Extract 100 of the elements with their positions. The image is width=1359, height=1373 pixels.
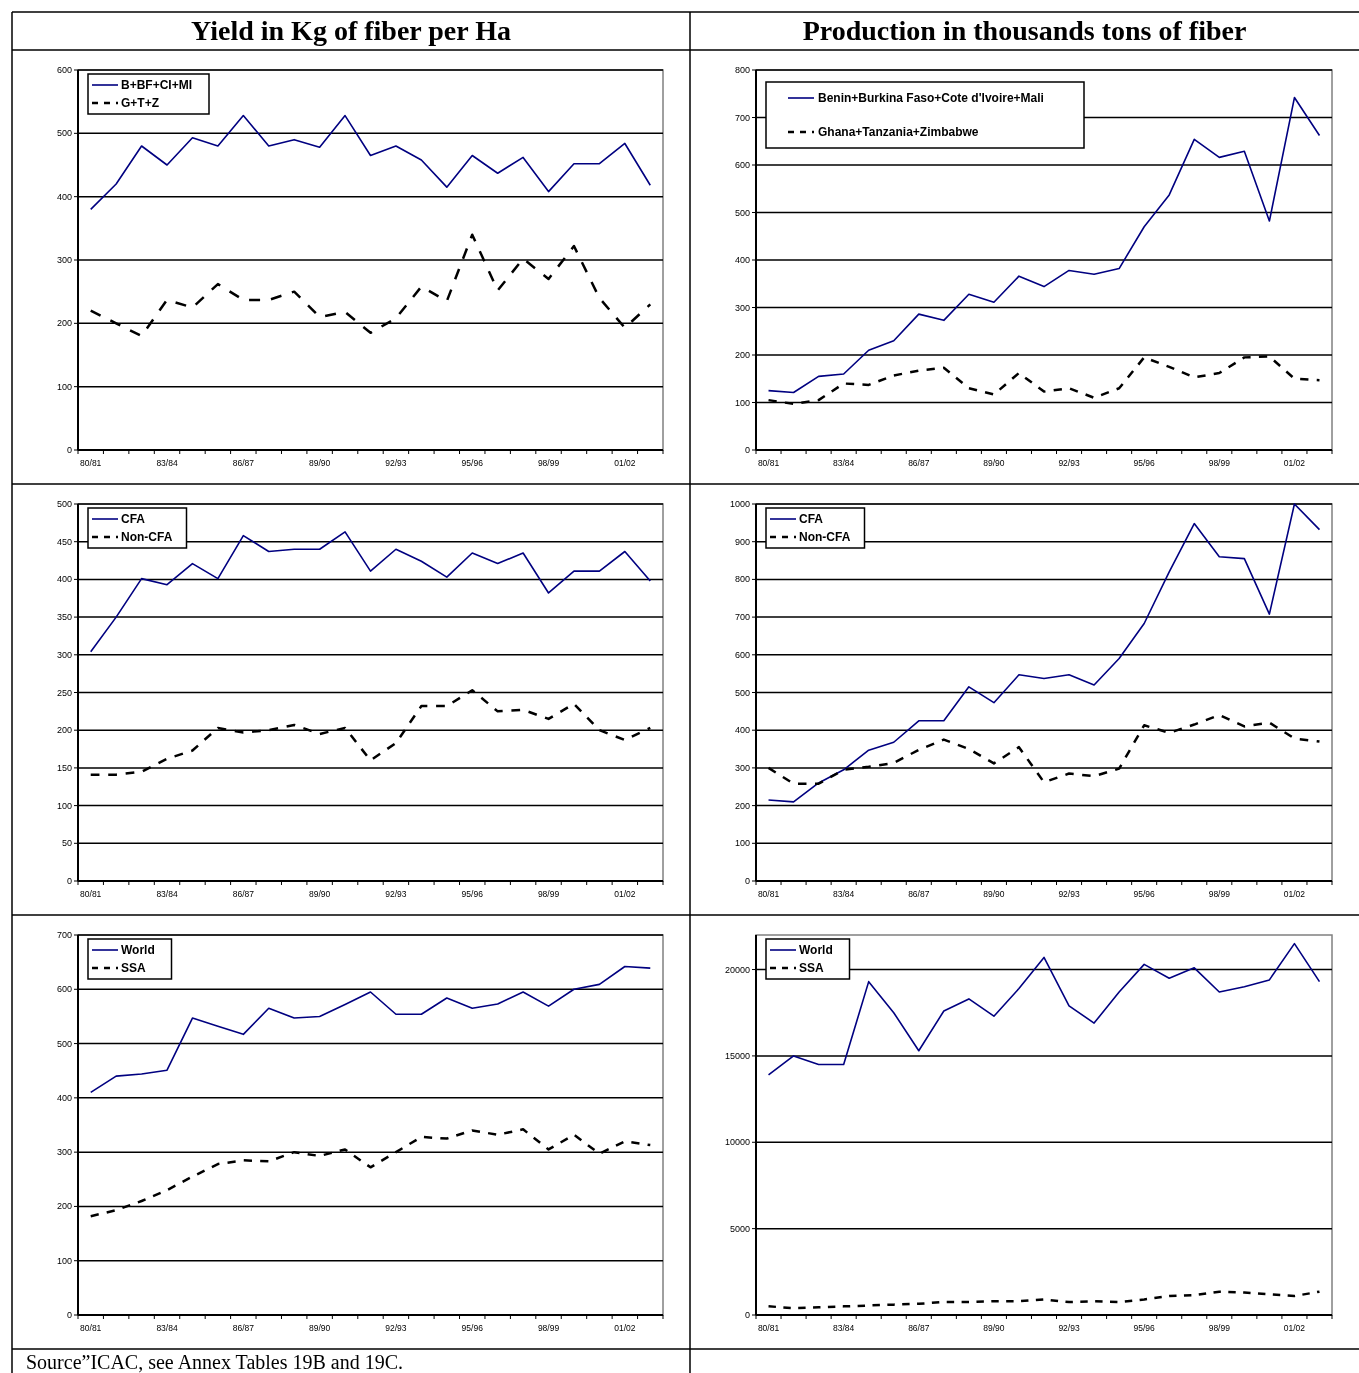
x-tick-label: 86/87	[908, 1323, 930, 1333]
legend-label: World	[121, 943, 155, 957]
y-tick-label: 400	[56, 574, 72, 585]
x-tick-label: 89/90	[983, 889, 1005, 899]
legend-label: CFA	[799, 512, 824, 526]
x-tick-label: 95/96	[461, 889, 484, 899]
y-tick-label: 150	[56, 762, 72, 773]
x-tick-label: 86/87	[908, 889, 930, 899]
chart-title: Yield in Kg of fiber per Ha	[191, 15, 511, 46]
line-series	[767, 942, 1321, 1076]
x-tick-label: 98/99	[1208, 889, 1231, 899]
y-tick-label: 10000	[724, 1137, 750, 1148]
legend-label: Non-CFA	[121, 530, 173, 544]
x-tick-label: 01/02	[1283, 889, 1306, 899]
x-tick-label: 92/93	[1058, 1323, 1080, 1333]
x-tick-label: 98/99	[537, 889, 560, 899]
x-tick-label: 86/87	[232, 889, 255, 899]
y-tick-label: 400	[734, 725, 750, 736]
legend-label: SSA	[799, 961, 825, 975]
y-tick-label: 100	[56, 1255, 72, 1266]
x-tick-label: 01/02	[614, 1323, 636, 1333]
y-tick-label: 500	[56, 1038, 72, 1049]
legend-label: B+BF+CI+MI	[121, 78, 193, 92]
x-tick-label: 89/90	[983, 458, 1005, 468]
y-tick-label: 200	[734, 350, 750, 360]
x-tick-label: 80/81	[757, 889, 780, 899]
y-tick-label: 800	[734, 574, 750, 585]
x-tick-label: 80/81	[757, 1323, 780, 1333]
y-tick-label: 20000	[724, 964, 750, 975]
x-tick-label: 89/90	[308, 889, 331, 899]
y-tick-label: 700	[56, 930, 72, 940]
line-series	[89, 531, 652, 653]
x-tick-label: 95/96	[461, 458, 484, 468]
x-tick-label: 92/93	[385, 889, 407, 899]
x-tick-label: 95/96	[461, 1323, 484, 1333]
x-tick-label: 89/90	[308, 1323, 331, 1333]
x-tick-label: 01/02	[614, 889, 636, 899]
y-tick-label: 50	[61, 838, 72, 849]
x-tick-label: 01/02	[614, 458, 636, 468]
y-tick-label: 100	[734, 397, 750, 408]
y-tick-label: 400	[734, 255, 750, 265]
y-tick-label: 700	[734, 112, 750, 123]
line-series	[89, 114, 652, 211]
x-tick-label: 89/90	[308, 458, 331, 468]
y-tick-label: 100	[734, 838, 750, 849]
y-tick-label: 350	[56, 612, 72, 623]
y-tick-label: 1000	[729, 499, 750, 509]
y-tick-label: 600	[734, 649, 750, 660]
y-tick-label: 300	[56, 649, 72, 660]
y-tick-label: 600	[56, 65, 72, 75]
x-tick-label: 80/81	[80, 889, 102, 899]
x-tick-label: 01/02	[1283, 1323, 1306, 1333]
x-tick-label: 95/96	[1133, 1323, 1156, 1333]
x-tick-label: 83/84	[833, 889, 855, 899]
x-tick-label: 98/99	[1208, 1323, 1231, 1333]
y-tick-label: 0	[744, 1310, 750, 1320]
y-tick-label: 800	[734, 65, 750, 75]
x-tick-label: 83/84	[156, 889, 178, 899]
y-tick-label: 200	[734, 800, 750, 811]
line-series	[767, 1290, 1321, 1310]
y-tick-label: 300	[734, 302, 750, 313]
x-tick-label: 83/84	[833, 458, 855, 468]
legend-label: G+T+Z	[121, 96, 160, 110]
y-tick-label: 400	[56, 1092, 72, 1103]
x-tick-label: 98/99	[1208, 458, 1231, 468]
y-tick-label: 300	[56, 255, 72, 265]
x-tick-label: 92/93	[1058, 889, 1080, 899]
x-tick-label: 92/93	[385, 1323, 407, 1333]
x-tick-label: 98/99	[537, 458, 560, 468]
legend-label: Ghana+Tanzania+Zimbabwe	[818, 125, 979, 139]
y-tick-label: 100	[56, 800, 72, 811]
y-tick-label: 300	[56, 1147, 72, 1158]
x-tick-label: 86/87	[232, 1323, 255, 1333]
y-tick-label: 300	[734, 762, 750, 773]
line-series	[89, 965, 652, 1094]
legend-label: World	[799, 943, 833, 957]
y-tick-label: 200	[56, 725, 72, 736]
legend-label: Non-CFA	[799, 530, 851, 544]
x-tick-label: 95/96	[1133, 458, 1156, 468]
y-tick-label: 500	[734, 687, 750, 698]
y-tick-label: 500	[56, 128, 72, 139]
x-tick-label: 98/99	[537, 1323, 560, 1333]
y-tick-label: 0	[66, 445, 72, 455]
x-tick-label: 92/93	[1058, 458, 1080, 468]
y-tick-label: 15000	[724, 1050, 750, 1061]
x-tick-label: 83/84	[156, 1323, 178, 1333]
y-tick-label: 0	[744, 876, 750, 886]
x-tick-label: 80/81	[80, 1323, 102, 1333]
y-tick-label: 600	[734, 160, 750, 170]
y-tick-label: 500	[734, 207, 750, 218]
legend-label: Benin+Burkina Faso+Cote d'Ivoire+Mali	[818, 91, 1044, 105]
x-tick-label: 92/93	[385, 458, 407, 468]
y-tick-label: 500	[56, 499, 72, 509]
y-tick-label: 450	[56, 536, 72, 547]
y-tick-label: 250	[56, 687, 72, 698]
x-tick-label: 86/87	[232, 458, 255, 468]
y-tick-label: 600	[56, 984, 72, 995]
line-series	[767, 503, 1321, 803]
y-tick-label: 100	[56, 381, 72, 392]
y-tick-label: 400	[56, 191, 72, 202]
